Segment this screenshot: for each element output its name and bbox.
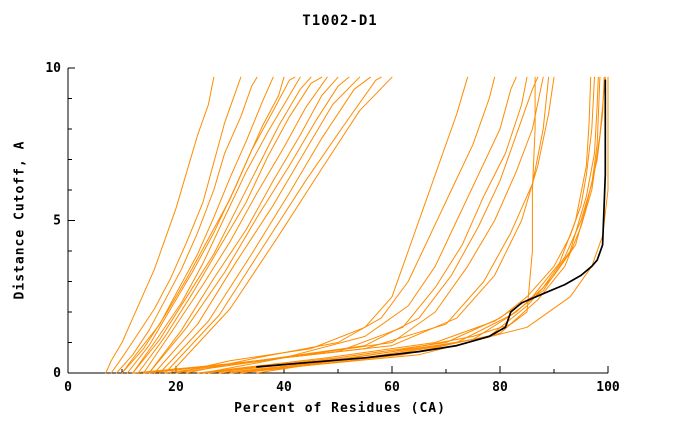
model-curve <box>175 76 544 374</box>
model-curve <box>170 76 393 374</box>
model-curve <box>126 76 296 374</box>
y-axis-label: Distance Cutoff, A <box>12 140 28 300</box>
model-curve <box>164 76 539 374</box>
x-tick-label: 100 <box>596 380 620 395</box>
model-curve <box>229 76 609 374</box>
model-curve <box>137 76 323 374</box>
x-tick-label: 40 <box>276 380 292 395</box>
model-curve <box>143 76 328 374</box>
model-curve <box>116 76 258 374</box>
model-curve <box>148 76 350 374</box>
model-curve <box>132 76 312 374</box>
model-curve <box>110 76 242 374</box>
x-tick-label: 60 <box>384 380 400 395</box>
model-curve <box>121 76 285 374</box>
y-tick-label: 0 <box>53 366 61 381</box>
model-curve <box>186 76 496 374</box>
model-curve <box>143 76 555 374</box>
x-axis-label: Percent of Residues (CA) <box>234 401 446 416</box>
model-curve <box>240 76 606 374</box>
model-curve <box>159 76 371 374</box>
x-tick-label: 80 <box>492 380 508 395</box>
model-curve <box>218 76 601 374</box>
x-tick-label: 20 <box>168 380 184 395</box>
model-curve <box>197 76 592 374</box>
model-curve <box>207 76 599 374</box>
model-curve <box>132 76 301 374</box>
model-curve <box>153 76 361 374</box>
model-curve <box>132 76 550 374</box>
y-tick-label: 5 <box>53 214 61 229</box>
model-curve <box>148 76 528 374</box>
model-curve <box>148 76 339 374</box>
model-curve <box>105 76 215 374</box>
model-curve <box>164 76 382 374</box>
x-tick-label: 0 <box>64 380 72 395</box>
model-curve <box>256 76 536 374</box>
model-curve <box>202 76 595 374</box>
model-curve <box>175 76 469 374</box>
model-curve <box>121 76 274 374</box>
chart-title: T1002-D1 <box>302 13 378 29</box>
highlighted-model-curve <box>256 79 607 368</box>
model-curve <box>202 76 517 374</box>
y-tick-label: 10 <box>45 61 61 76</box>
